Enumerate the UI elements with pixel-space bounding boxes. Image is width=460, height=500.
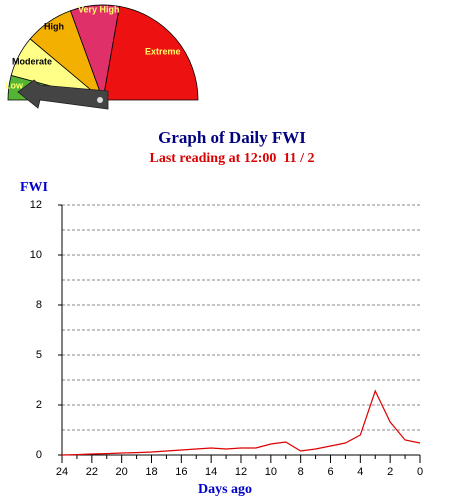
x-tick-label: 20: [116, 466, 128, 478]
y-tick-label: 5: [36, 349, 42, 361]
x-tick-label: 22: [86, 466, 98, 478]
y-tick-label: 0: [36, 449, 42, 461]
gauge-label: Very High: [78, 4, 120, 14]
gauge-label: Moderate: [12, 56, 52, 66]
chart-subtitle: Last reading at 12:00 11 / 2: [149, 151, 314, 166]
x-tick-label: 16: [175, 466, 187, 478]
x-tick-label: 2: [387, 466, 393, 478]
x-tick-label: 0: [417, 466, 423, 478]
x-tick-label: 14: [205, 466, 217, 478]
gauge-extreme: [102, 5, 199, 101]
needle-pin: [97, 97, 103, 103]
y-axis-label: FWI: [20, 180, 48, 195]
y-tick-label: 10: [30, 249, 42, 261]
x-tick-label: 18: [145, 466, 157, 478]
gauge-needle: [17, 79, 109, 110]
gauge: [7, 4, 199, 110]
gauge-label: High: [44, 21, 64, 31]
y-tick-label: 12: [30, 199, 42, 211]
x-tick-label: 24: [56, 466, 68, 478]
data-line: [61, 389, 421, 456]
x-tick-label: 4: [357, 466, 363, 478]
x-tick-label: 8: [298, 466, 304, 478]
x-tick-label: 6: [327, 466, 333, 478]
gauge-label: Extreme: [145, 46, 181, 56]
y-tick-label: 2: [36, 399, 42, 411]
gauge-label: Low: [5, 80, 24, 90]
y-tick-label: 8: [36, 299, 42, 311]
x-tick-label: 12: [235, 466, 247, 478]
x-tick-label: 10: [265, 466, 277, 478]
chart-title: Graph of Daily FWI: [158, 128, 306, 147]
x-axis-label: Days ago: [198, 482, 252, 497]
